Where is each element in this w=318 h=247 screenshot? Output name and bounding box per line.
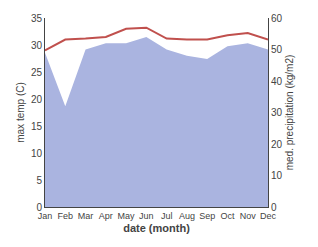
svg-text:Nov: Nov	[240, 211, 257, 221]
svg-text:Oct: Oct	[220, 211, 235, 221]
svg-text:Sep: Sep	[199, 211, 215, 221]
svg-text:30: 30	[271, 107, 283, 118]
svg-text:0: 0	[271, 202, 277, 213]
svg-text:Feb: Feb	[58, 211, 74, 221]
svg-text:Jul: Jul	[161, 211, 173, 221]
svg-text:Mar: Mar	[78, 211, 94, 221]
svg-text:15: 15	[31, 121, 43, 132]
svg-text:date (month): date (month)	[123, 222, 190, 234]
svg-text:25: 25	[31, 67, 43, 78]
svg-text:May: May	[118, 211, 136, 221]
svg-text:Jan: Jan	[38, 211, 53, 221]
svg-text:30: 30	[31, 40, 43, 51]
svg-text:Apr: Apr	[99, 211, 113, 221]
svg-text:50: 50	[271, 44, 283, 55]
svg-text:10: 10	[271, 170, 283, 181]
svg-text:5: 5	[36, 175, 42, 186]
svg-text:0: 0	[36, 202, 42, 213]
svg-text:Aug: Aug	[179, 211, 195, 221]
svg-text:20: 20	[271, 139, 283, 150]
svg-text:40: 40	[271, 76, 283, 87]
svg-text:Dec: Dec	[260, 211, 277, 221]
svg-text:35: 35	[31, 13, 43, 24]
svg-text:med. precipitation (kg/m2): med. precipitation (kg/m2)	[284, 55, 295, 171]
svg-text:20: 20	[31, 94, 43, 105]
svg-text:60: 60	[271, 13, 283, 24]
svg-text:10: 10	[31, 148, 43, 159]
svg-text:max temp (C): max temp (C)	[15, 82, 26, 143]
svg-text:Jun: Jun	[139, 211, 154, 221]
